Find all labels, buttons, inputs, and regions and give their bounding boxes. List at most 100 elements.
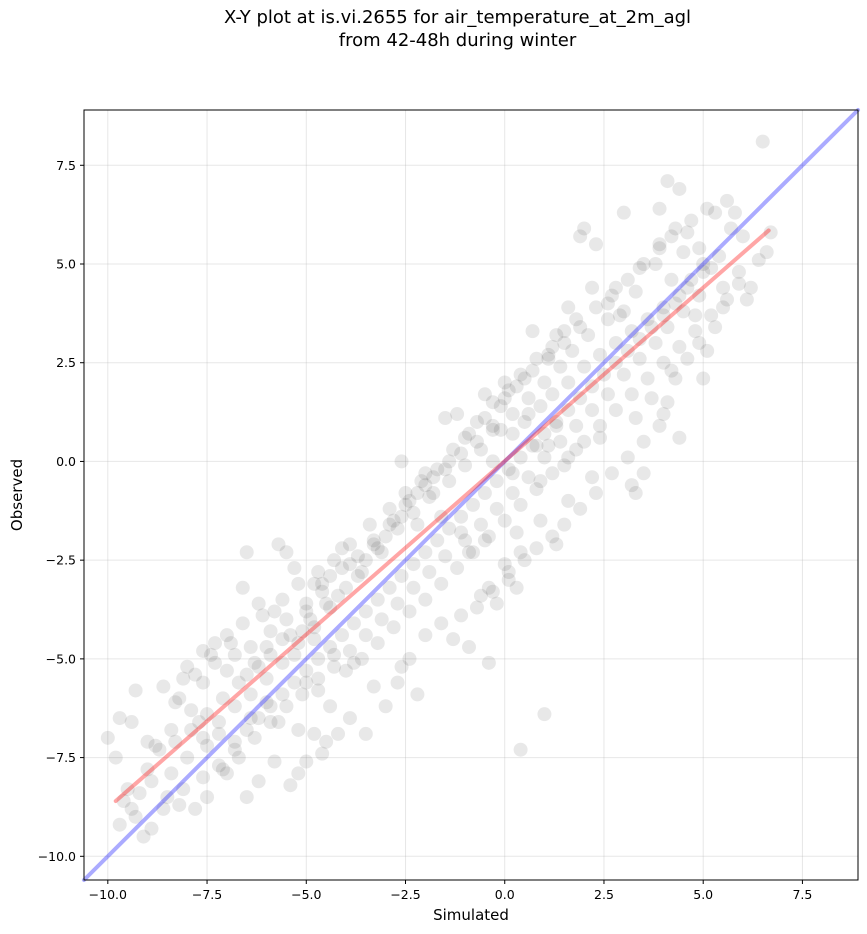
- data-point: [406, 505, 421, 520]
- data-points: [100, 134, 778, 844]
- data-point: [342, 711, 357, 726]
- data-point: [211, 758, 226, 773]
- data-point: [311, 683, 326, 698]
- data-point: [219, 663, 234, 678]
- data-point: [370, 541, 385, 556]
- data-point: [207, 636, 222, 651]
- data-point: [442, 454, 457, 469]
- data-point: [489, 474, 504, 489]
- data-point: [672, 430, 687, 445]
- data-point: [204, 647, 219, 662]
- data-point: [311, 565, 326, 579]
- data-point: [549, 418, 564, 433]
- data-point: [291, 576, 306, 591]
- data-point: [315, 576, 330, 591]
- data-point: [430, 533, 445, 548]
- data-point: [489, 596, 504, 611]
- y-tick-label: 0.0: [56, 454, 76, 469]
- data-point: [593, 418, 607, 433]
- data-point: [259, 695, 274, 710]
- data-point: [624, 387, 639, 402]
- data-point: [215, 691, 230, 706]
- data-point: [462, 545, 477, 560]
- data-point: [688, 324, 703, 339]
- chart-title-line-2: from 42-48h during winter: [338, 30, 577, 51]
- data-point: [537, 375, 552, 390]
- data-point: [331, 588, 346, 603]
- data-point: [557, 335, 572, 350]
- data-point: [188, 667, 203, 682]
- data-point: [481, 529, 496, 544]
- data-point: [636, 466, 651, 481]
- data-point: [668, 296, 683, 311]
- data-point: [513, 497, 528, 512]
- data-point: [549, 537, 564, 552]
- data-point: [291, 722, 306, 737]
- data-point: [350, 549, 365, 564]
- data-point: [652, 418, 667, 433]
- data-point: [573, 501, 588, 516]
- data-point: [438, 411, 453, 425]
- data-point: [184, 703, 199, 718]
- data-point: [128, 809, 143, 824]
- data-point: [585, 379, 600, 394]
- data-point: [573, 320, 588, 335]
- data-point: [184, 722, 199, 737]
- data-point: [140, 762, 155, 777]
- data-point: [477, 387, 492, 402]
- data-point: [505, 426, 520, 441]
- data-point: [335, 541, 349, 556]
- data-point: [418, 545, 433, 560]
- data-point: [485, 584, 500, 599]
- data-point: [716, 300, 731, 315]
- data-point: [680, 351, 695, 366]
- data-point: [176, 671, 191, 686]
- data-point: [422, 565, 437, 579]
- data-point: [600, 387, 615, 402]
- data-point: [283, 778, 298, 793]
- data-point: [616, 304, 631, 319]
- data-point: [708, 205, 723, 220]
- data-point: [338, 580, 353, 595]
- data-point: [144, 821, 159, 836]
- data-point: [652, 201, 667, 216]
- data-point: [664, 272, 679, 287]
- data-point: [414, 474, 429, 489]
- data-point: [243, 711, 258, 726]
- data-point: [263, 647, 278, 662]
- data-point: [259, 671, 274, 686]
- data-point: [628, 486, 643, 501]
- y-tick-label: −7.5: [46, 750, 76, 765]
- data-point: [219, 628, 234, 643]
- data-point: [358, 726, 373, 741]
- data-point: [235, 580, 250, 595]
- data-point: [124, 801, 139, 816]
- data-point: [529, 438, 544, 453]
- data-point: [291, 766, 306, 781]
- data-point: [672, 181, 687, 196]
- data-point: [402, 493, 417, 508]
- data-point: [529, 482, 544, 497]
- data-point: [382, 517, 397, 532]
- data-point: [628, 411, 643, 425]
- data-point: [410, 486, 425, 501]
- data-point: [446, 632, 461, 647]
- data-point: [267, 754, 282, 769]
- data-point: [537, 426, 552, 441]
- data-point: [497, 375, 512, 390]
- data-point: [394, 568, 409, 583]
- data-point: [338, 663, 353, 678]
- data-point: [505, 407, 520, 422]
- data-point: [632, 260, 647, 275]
- chart-title: X-Y plot at is.vi.2655 for air_temperatu…: [0, 6, 867, 52]
- data-point: [442, 474, 457, 489]
- data-point: [739, 292, 754, 307]
- data-point: [557, 324, 572, 339]
- data-point: [589, 237, 604, 252]
- data-point: [307, 620, 322, 635]
- data-point: [342, 557, 357, 572]
- data-point: [469, 600, 484, 615]
- data-point: [120, 782, 135, 797]
- data-point: [390, 675, 405, 690]
- data-point: [287, 647, 302, 662]
